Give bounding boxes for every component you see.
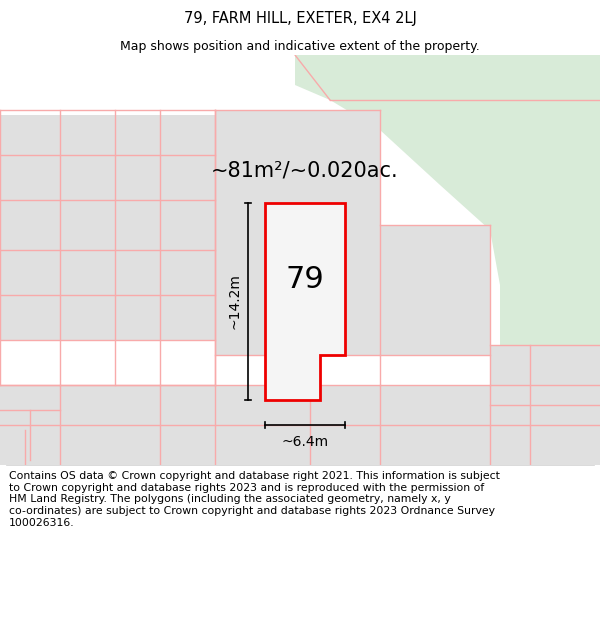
- Text: 79, FARM HILL, EXETER, EX4 2LJ: 79, FARM HILL, EXETER, EX4 2LJ: [184, 11, 416, 26]
- Text: Map shows position and indicative extent of the property.: Map shows position and indicative extent…: [120, 39, 480, 52]
- Polygon shape: [215, 110, 380, 355]
- Polygon shape: [380, 225, 490, 355]
- Text: ~81m²/~0.020ac.: ~81m²/~0.020ac.: [211, 160, 399, 180]
- Text: ~14.2m: ~14.2m: [227, 274, 241, 329]
- Polygon shape: [0, 385, 600, 465]
- Text: Contains OS data © Crown copyright and database right 2021. This information is : Contains OS data © Crown copyright and d…: [9, 471, 500, 528]
- Polygon shape: [265, 203, 345, 400]
- Polygon shape: [0, 115, 285, 340]
- Text: 79: 79: [286, 264, 325, 294]
- Text: ~6.4m: ~6.4m: [281, 435, 329, 449]
- Polygon shape: [490, 345, 600, 465]
- Polygon shape: [295, 55, 600, 345]
